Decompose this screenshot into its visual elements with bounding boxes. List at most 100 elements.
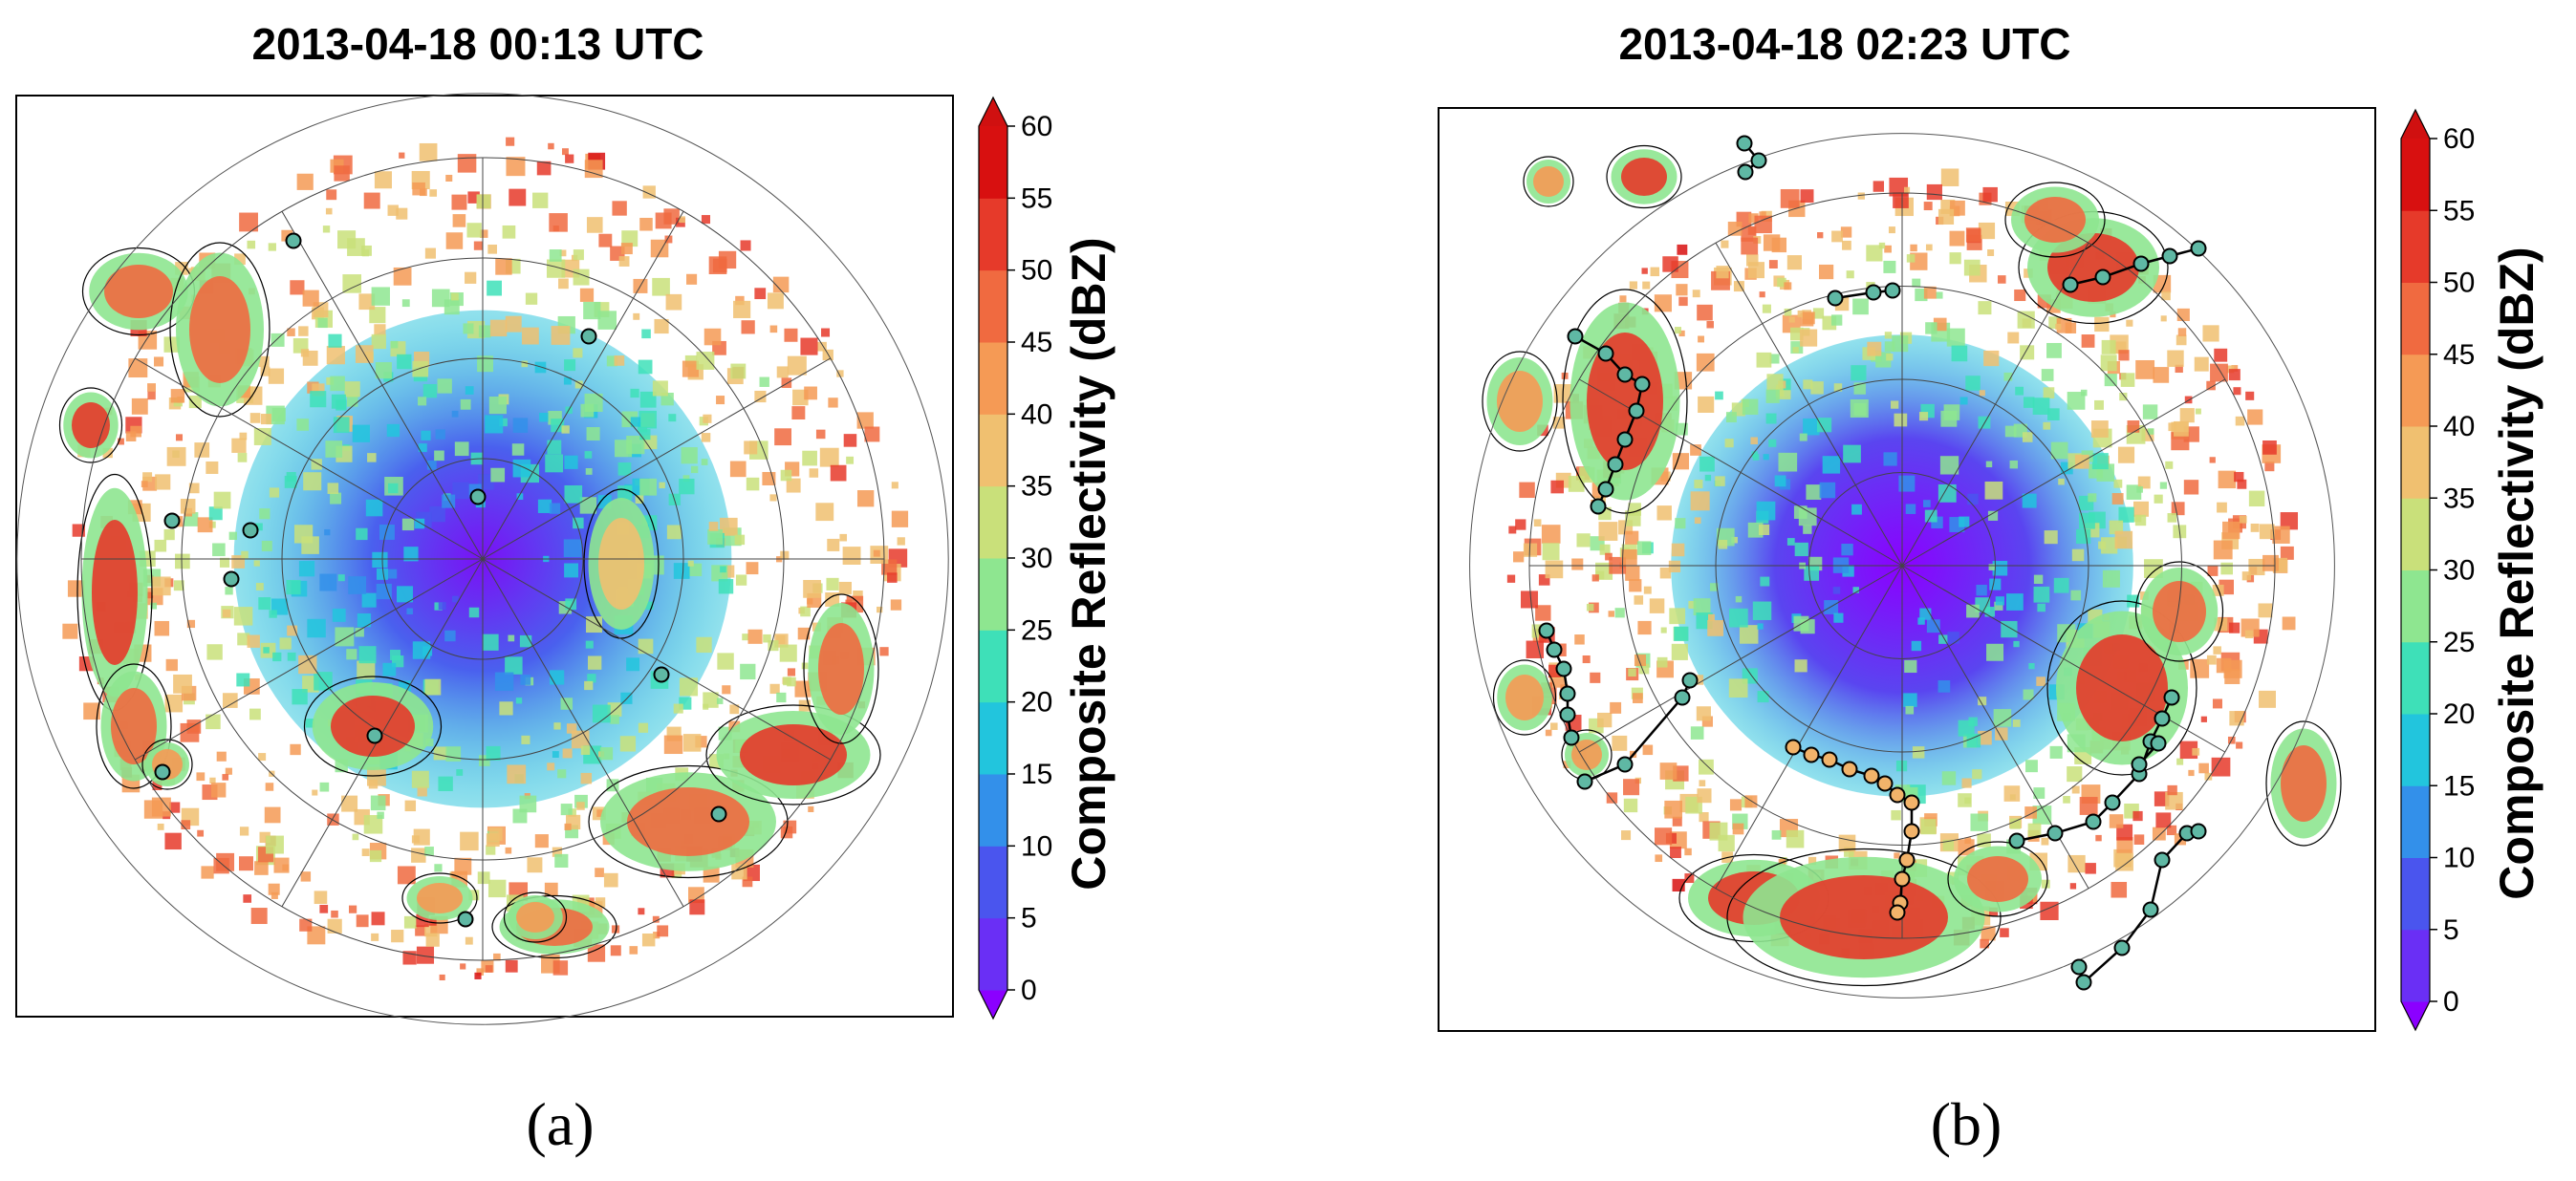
- echo-pixel: [515, 698, 523, 704]
- colorbar-tick-label: 30: [1021, 543, 1052, 574]
- echo-pixel: [1672, 453, 1690, 470]
- echo-blob-core: [2281, 745, 2327, 822]
- echo-pixel: [1832, 587, 1841, 594]
- echo-blob-core: [2153, 581, 2206, 642]
- echo-pixel: [769, 494, 777, 502]
- colorbar-extend-max: [979, 97, 1007, 126]
- echo-pixel: [413, 828, 430, 846]
- storm-centroid: [163, 512, 181, 529]
- echo-pixel: [557, 769, 567, 779]
- echo-pixel: [154, 356, 164, 367]
- echo-pixel: [800, 606, 811, 617]
- echo-pixel: [561, 148, 569, 156]
- echo-pixel: [1750, 437, 1758, 445]
- azimuth-line: [1579, 565, 1903, 753]
- storm-centroid: [1903, 823, 1920, 840]
- echo-blob-core: [1967, 856, 2028, 902]
- echo-pixel: [369, 307, 386, 324]
- echo-pixel: [225, 767, 232, 775]
- echo-pixel: [873, 549, 880, 557]
- cell-contour: [303, 676, 443, 777]
- echo-pixel: [1987, 510, 1999, 521]
- echo-pixel: [516, 493, 524, 500]
- cell-contour: [141, 739, 193, 790]
- echo-pixel: [417, 786, 427, 797]
- echo-pixel: [452, 595, 459, 603]
- echo-pixel: [328, 333, 342, 348]
- echo-pixel: [654, 318, 669, 334]
- echo-pixel: [686, 273, 698, 285]
- echo-pixel: [1709, 822, 1728, 841]
- echo-pixel: [1912, 278, 1921, 288]
- echo-pixel: [1822, 456, 1841, 474]
- storm-centroid: [580, 328, 597, 345]
- echo-pixel: [1794, 659, 1808, 673]
- echo-pixel: [411, 770, 429, 788]
- echo-pixel: [307, 618, 326, 638]
- echo-pixel: [434, 864, 443, 872]
- echo-pixel: [422, 384, 437, 398]
- echo-pixel: [333, 417, 350, 434]
- echo-pixel: [476, 194, 491, 209]
- echo-pixel: [573, 268, 590, 286]
- echo-pixel: [1904, 186, 1911, 193]
- echo-pixel: [2222, 521, 2240, 540]
- echo-pixel: [314, 891, 328, 905]
- echo-pixel: [325, 207, 333, 215]
- storm-centroid: [2154, 851, 2171, 869]
- echo-pixel: [701, 215, 711, 225]
- echo-pixel: [1612, 735, 1628, 751]
- storm-centroid: [2094, 268, 2111, 286]
- colorbar-extend-min: [979, 990, 1007, 1019]
- echo-pixel: [836, 370, 844, 377]
- echo-pixel: [652, 380, 668, 397]
- echo-pixel: [466, 223, 482, 238]
- echo-pixel: [181, 820, 191, 829]
- echo-pixel: [201, 866, 214, 879]
- echo-pixel: [460, 831, 479, 851]
- echo-pixel: [794, 680, 812, 698]
- echo-pixel: [730, 363, 747, 379]
- colorbar-bin: [979, 126, 1007, 199]
- echo-blob-core: [1533, 166, 1564, 197]
- echo-pixel: [2117, 446, 2135, 463]
- echo-pixel: [355, 628, 364, 637]
- echo-pixel: [638, 722, 649, 733]
- colorbar-bin: [2401, 641, 2430, 715]
- echo-pixel: [1853, 382, 1866, 395]
- echo-pixel: [864, 426, 880, 442]
- echo-pixel: [2165, 461, 2174, 469]
- echo-pixel: [1550, 722, 1558, 730]
- colorbar-tick-label: 20: [1021, 687, 1052, 719]
- echo-pixel: [412, 182, 425, 196]
- echo-pixel: [460, 398, 471, 410]
- echo-pixel: [1688, 600, 1697, 609]
- echo-pixel: [154, 539, 167, 552]
- echo-pixel: [548, 142, 554, 150]
- echo-pixel: [1959, 516, 1970, 527]
- echo-pixel: [188, 396, 202, 409]
- panel-a-polar-grid: [16, 93, 949, 1025]
- echo-pixel: [1568, 476, 1585, 492]
- echo-pixel: [1793, 505, 1808, 519]
- echo-pixel: [1978, 416, 1991, 429]
- echo-pixel: [335, 627, 355, 647]
- echo-pixel: [346, 649, 357, 660]
- cell-contour: [2046, 600, 2197, 776]
- echo-blob-core: [1497, 371, 1543, 432]
- echo-pixel: [1892, 335, 1909, 353]
- echo-pixel: [552, 225, 559, 232]
- storm-centroid: [1681, 672, 1699, 689]
- echo-pixel: [369, 849, 382, 863]
- echo-pixel: [2120, 373, 2135, 387]
- echo-pixel: [460, 963, 466, 970]
- storm-centroid: [1616, 431, 1634, 448]
- echo-pixel: [1696, 353, 1715, 372]
- echo-pixel: [2280, 512, 2299, 530]
- echo-blob-core: [516, 902, 554, 933]
- echo-pixel: [1545, 729, 1552, 737]
- echo-pixel: [1623, 779, 1640, 796]
- colorbar-tick-label: 55: [1021, 183, 1052, 214]
- echo-pixel: [2159, 482, 2168, 489]
- echo-pixel: [599, 747, 614, 761]
